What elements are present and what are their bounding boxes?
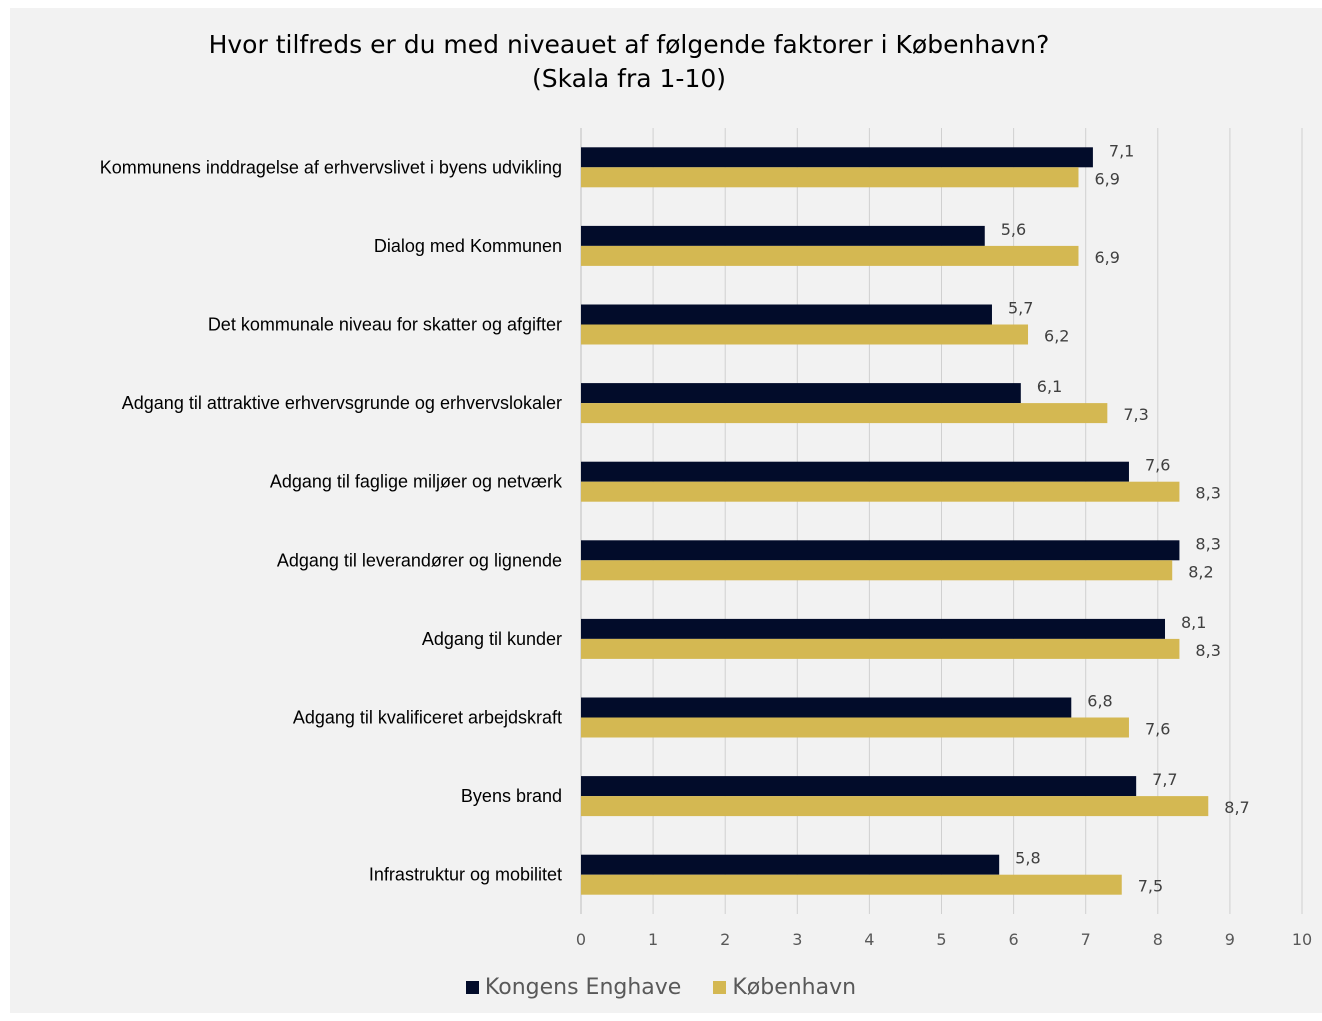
- bar-series-2: [581, 874, 1122, 895]
- x-tick-label: 2: [720, 930, 730, 949]
- data-label-series-2: 6,9: [1094, 248, 1119, 267]
- legend-swatch-series-1: [465, 981, 479, 994]
- chart-title-line-2: (Skala fra 1-10): [531, 64, 727, 93]
- bar-series-1: [581, 854, 1000, 875]
- x-tick-label: 8: [1153, 930, 1163, 949]
- chart-title: Hvor tilfreds er du med niveauet af følg…: [0, 28, 1258, 96]
- data-label-series-2: 7,5: [1138, 877, 1163, 896]
- legend-item-series-1: Kongens Enghave: [465, 975, 682, 1000]
- data-label-series-2: 8,7: [1224, 798, 1249, 817]
- x-tick-label: 9: [1225, 930, 1235, 949]
- data-label-series-1: 5,6: [1001, 220, 1026, 239]
- x-tick-label: 0: [576, 930, 586, 949]
- x-tick-label: 5: [936, 930, 946, 949]
- data-label-series-1: 6,8: [1087, 692, 1112, 711]
- bar-series-1: [581, 697, 1072, 718]
- legend-label-series-2: København: [732, 975, 857, 1000]
- data-label-series-2: 7,3: [1123, 405, 1148, 424]
- x-tick-label: 1: [648, 930, 658, 949]
- bar-series-2: [581, 324, 1029, 345]
- category-label: Dialog med Kommunen: [374, 236, 562, 256]
- legend-item-series-2: København: [713, 975, 856, 1000]
- bar-series-2: [581, 796, 1209, 817]
- bar-series-1: [581, 225, 985, 246]
- data-label-series-1: 5,7: [1008, 299, 1033, 318]
- bar-series-2: [581, 717, 1129, 738]
- data-label-series-1: 8,1: [1181, 613, 1206, 632]
- data-label-series-2: 7,6: [1145, 720, 1170, 739]
- x-tick-label: 6: [1009, 930, 1019, 949]
- bar-series-2: [581, 167, 1079, 188]
- data-label-series-1: 7,1: [1109, 141, 1134, 160]
- data-label-series-2: 8,3: [1195, 484, 1220, 503]
- category-label: Adgang til leverandører og lignende: [277, 550, 562, 570]
- bar-series-1: [581, 147, 1093, 168]
- data-label-series-2: 8,2: [1188, 562, 1213, 581]
- legend-label-series-1: Kongens Enghave: [484, 975, 682, 1000]
- chart-title-line-1: Hvor tilfreds er du med niveauet af følg…: [208, 30, 1050, 59]
- bar-series-1: [581, 776, 1137, 797]
- data-label-series-1: 5,8: [1015, 849, 1040, 868]
- category-label: Det kommunale niveau for skatter og afgi…: [208, 315, 562, 335]
- bar-series-1: [581, 461, 1129, 482]
- x-tick-label: 7: [1081, 930, 1091, 949]
- bar-series-1: [581, 383, 1021, 404]
- x-tick-label: 4: [864, 930, 874, 949]
- data-label-series-1: 8,3: [1195, 534, 1220, 553]
- bar-series-2: [581, 560, 1173, 581]
- bar-series-1: [581, 304, 992, 325]
- bar-series-1: [581, 618, 1166, 639]
- data-label-series-2: 6,9: [1094, 169, 1119, 188]
- category-label: Byens brand: [461, 786, 562, 806]
- category-label: Adgang til kvalificeret arbejdskraft: [293, 708, 562, 728]
- data-label-series-1: 6,1: [1037, 377, 1062, 396]
- category-label: Adgang til attraktive erhvervsgrunde og …: [122, 393, 562, 413]
- x-tick-label: 10: [1292, 930, 1312, 949]
- category-label: Kommunens inddragelse af erhvervslivet i…: [100, 157, 562, 177]
- bar-series-2: [581, 638, 1180, 659]
- data-label-series-2: 8,3: [1195, 641, 1220, 660]
- legend: Kongens Enghave København: [0, 975, 1322, 1000]
- bar-series-2: [581, 481, 1180, 502]
- category-label: Adgang til faglige miljøer og netværk: [270, 472, 563, 492]
- bar-series-2: [581, 245, 1079, 266]
- bar-series-1: [581, 540, 1180, 561]
- data-label-series-2: 6,2: [1044, 327, 1069, 346]
- legend-swatch-series-2: [713, 981, 727, 994]
- bar-series-2: [581, 403, 1108, 424]
- data-label-series-1: 7,6: [1145, 456, 1170, 475]
- x-tick-label: 3: [792, 930, 802, 949]
- category-label: Infrastruktur og mobilitet: [369, 865, 562, 885]
- category-label: Adgang til kunder: [422, 629, 562, 649]
- data-label-series-1: 7,7: [1152, 770, 1177, 789]
